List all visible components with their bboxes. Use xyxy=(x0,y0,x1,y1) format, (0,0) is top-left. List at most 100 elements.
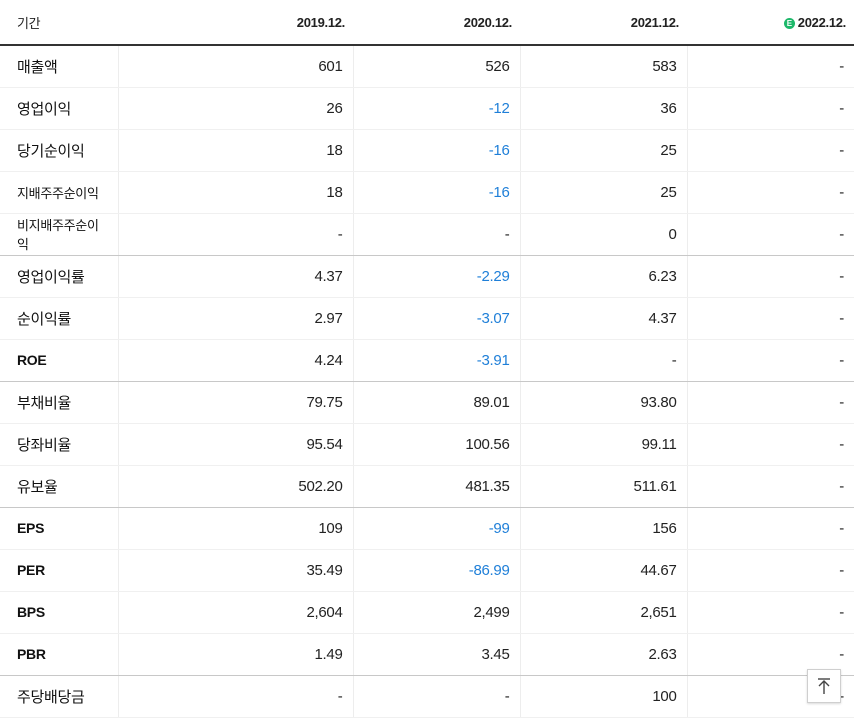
table-cell: - xyxy=(686,633,854,676)
row-label: 매출액 xyxy=(0,45,118,88)
table-row: 부채비율 79.75 89.01 93.80- xyxy=(0,381,854,424)
table-row: 주당배당금 - -100- xyxy=(0,675,854,718)
column-header-estimate: E 2022.12. xyxy=(687,0,854,46)
row-label: 부채비율 xyxy=(0,381,118,424)
table-cell: 156 xyxy=(519,507,687,550)
table-row: PER 35.49 -86.99 44.67- xyxy=(0,549,854,592)
row-label: 주당배당금 xyxy=(0,675,118,718)
row-label: PER xyxy=(0,549,118,592)
table-cell: 25 xyxy=(519,171,687,214)
table-row: ROE 4.24 -3.91- - xyxy=(0,339,854,382)
table-cell: 25 xyxy=(519,129,687,172)
table-cell: 2,651 xyxy=(519,591,687,634)
table-row: 지배주주순이익 18 -16 25- xyxy=(0,171,854,214)
table-cell: 2,499 xyxy=(352,591,520,634)
table-cell: 4.37 xyxy=(519,297,687,340)
row-label: 당좌비율 xyxy=(0,423,118,466)
column-header: 2019.12. xyxy=(118,0,353,46)
table-cell: 2.97 xyxy=(117,297,353,340)
row-label: ROE xyxy=(0,339,118,382)
row-label: 비지배주주순이익 xyxy=(0,213,118,256)
scroll-to-top-button[interactable] xyxy=(807,669,841,703)
row-label: BPS xyxy=(0,591,118,634)
table-cell: - xyxy=(686,381,854,424)
table-cell: 2,604 xyxy=(117,591,353,634)
table-cell: 99.11 xyxy=(519,423,687,466)
table-row: 영업이익 26 -12 36- xyxy=(0,87,854,130)
table-cell: - xyxy=(686,45,854,88)
table-cell: 100 xyxy=(519,675,687,718)
table-cell: - xyxy=(519,339,687,382)
table-row: 순이익률 2.97 -3.07 4.37- xyxy=(0,297,854,340)
column-header-label: 2022.12. xyxy=(797,14,847,30)
table-cell: -3.07 xyxy=(352,297,520,340)
table-cell: 583 xyxy=(519,45,687,88)
table-cell: 4.37 xyxy=(117,255,353,298)
table-cell: 35.49 xyxy=(117,549,353,592)
table-cell: 93.80 xyxy=(519,381,687,424)
table-row: 비지배주주순이익 - -0- xyxy=(0,213,854,256)
table-cell: 18 xyxy=(117,171,353,214)
table-row: 매출액 601 526 583- xyxy=(0,45,854,88)
table-row: EPS 109 -99 156- xyxy=(0,507,854,550)
estimate-badge-icon: E xyxy=(783,17,795,29)
row-label: PBR xyxy=(0,633,118,676)
table-cell: - xyxy=(686,255,854,298)
table-header-row: 기간 2019.12. 2020.12. 2021.12. E 2022.12. xyxy=(0,0,854,46)
column-header: 2021.12. xyxy=(520,0,687,46)
table-row: 영업이익률 4.37 -2.29 6.23- xyxy=(0,255,854,298)
table-cell: 601 xyxy=(117,45,353,88)
table-cell: - xyxy=(686,87,854,130)
table-cell: 26 xyxy=(117,87,353,130)
table-cell: - xyxy=(686,465,854,508)
row-label: EPS xyxy=(0,507,118,550)
table-cell: -2.29 xyxy=(352,255,520,298)
table-cell: - xyxy=(117,213,353,256)
table-cell: 2.63 xyxy=(519,633,687,676)
table-cell: 3.45 xyxy=(352,633,520,676)
table-cell: - xyxy=(686,591,854,634)
table-cell: -16 xyxy=(352,171,520,214)
table-cell: - xyxy=(686,297,854,340)
table-cell: - xyxy=(117,675,353,718)
table-cell: 4.24 xyxy=(117,339,353,382)
table-cell: - xyxy=(686,507,854,550)
table-cell: 44.67 xyxy=(519,549,687,592)
table-cell: 36 xyxy=(519,87,687,130)
table-cell: 95.54 xyxy=(117,423,353,466)
row-label: 당기순이익 xyxy=(0,129,118,172)
table-row: BPS 2,604 2,499 2,651- xyxy=(0,591,854,634)
table-cell: - xyxy=(686,339,854,382)
table-cell: -99 xyxy=(352,507,520,550)
table-cell: 109 xyxy=(117,507,353,550)
table-cell: 100.56 xyxy=(352,423,520,466)
table-cell: 481.35 xyxy=(352,465,520,508)
table-row: PBR 1.49 3.45 2.63- xyxy=(0,633,854,676)
table-cell: 6.23 xyxy=(519,255,687,298)
row-label: 영업이익 xyxy=(0,87,118,130)
table-cell: - xyxy=(686,549,854,592)
row-label: 지배주주순이익 xyxy=(0,171,118,214)
table-cell: 526 xyxy=(352,45,520,88)
table-cell: - xyxy=(686,423,854,466)
table-row: 당기순이익 18 -16 25- xyxy=(0,129,854,172)
table-cell: 0 xyxy=(519,213,687,256)
table-cell: 18 xyxy=(117,129,353,172)
table-cell: - xyxy=(686,129,854,172)
table-row: 유보율 502.20 481.35 511.61- xyxy=(0,465,854,508)
table-cell: - xyxy=(686,171,854,214)
arrow-up-to-top-icon xyxy=(818,678,830,694)
table-cell: -86.99 xyxy=(352,549,520,592)
table-cell: - xyxy=(686,213,854,256)
table-cell: 511.61 xyxy=(519,465,687,508)
table-cell: 79.75 xyxy=(117,381,353,424)
row-label: 유보율 xyxy=(0,465,118,508)
row-label: 순이익률 xyxy=(0,297,118,340)
row-label: 영업이익률 xyxy=(0,255,118,298)
table-cell: - xyxy=(352,675,520,718)
table-cell: - xyxy=(352,213,520,256)
period-header: 기간 xyxy=(0,0,118,46)
table-row: 당좌비율 95.54 100.56 99.11- xyxy=(0,423,854,466)
table-cell: -12 xyxy=(352,87,520,130)
